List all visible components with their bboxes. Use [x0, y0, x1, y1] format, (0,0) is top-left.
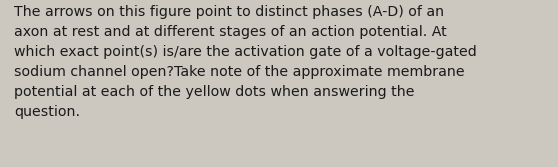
Text: The arrows on this figure point to distinct phases (A-D) of an
axon at rest and : The arrows on this figure point to disti…	[14, 5, 477, 119]
